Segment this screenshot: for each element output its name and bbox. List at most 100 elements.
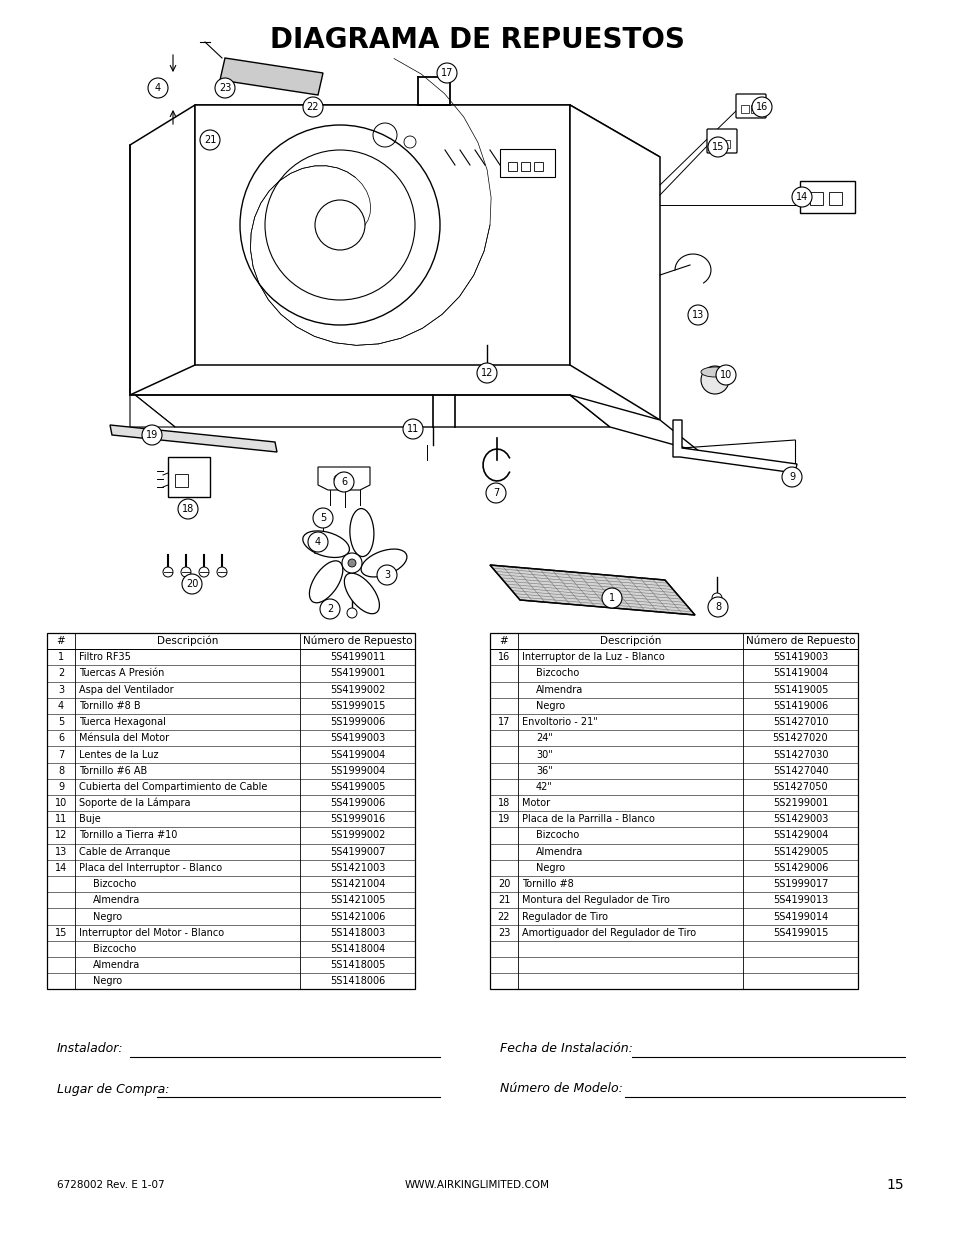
Text: Descripción: Descripción [599,636,660,646]
Text: 24": 24" [536,734,553,743]
Ellipse shape [700,367,728,377]
Text: Tornillo a Tierra #10: Tornillo a Tierra #10 [79,830,177,841]
Circle shape [163,567,172,577]
Text: 7: 7 [493,488,498,498]
Text: 5S1429003: 5S1429003 [772,814,827,824]
Text: 5S1999017: 5S1999017 [772,879,827,889]
Text: 16: 16 [497,652,510,662]
Text: 6728002 Rev. E 1-07: 6728002 Rev. E 1-07 [57,1179,165,1191]
Ellipse shape [360,550,407,577]
Text: #: # [56,636,66,646]
Text: 5S4199006: 5S4199006 [330,798,385,808]
Ellipse shape [309,561,342,603]
Circle shape [200,130,220,149]
Text: 13: 13 [55,847,67,857]
Text: Placa del Interruptor - Blanco: Placa del Interruptor - Blanco [79,863,222,873]
Text: 6: 6 [340,477,347,487]
Text: 22: 22 [307,103,319,112]
Circle shape [707,137,727,157]
Text: 12: 12 [54,830,67,841]
Text: 7: 7 [58,750,64,760]
Polygon shape [130,105,194,395]
Text: Almendra: Almendra [92,960,140,971]
Text: 23: 23 [218,83,231,93]
Bar [534,162,542,170]
Text: Tornillo #8: Tornillo #8 [521,879,573,889]
Circle shape [142,425,162,445]
Bar [499,149,555,177]
Text: Lentes de la Luz: Lentes de la Luz [79,750,158,760]
Text: 21: 21 [497,895,510,905]
Circle shape [313,508,333,529]
Circle shape [485,483,505,503]
Bar [47,634,415,989]
Text: 5S1419006: 5S1419006 [772,701,827,711]
Text: 9: 9 [58,782,64,792]
Text: 23: 23 [497,927,510,937]
Bar [721,140,729,148]
Text: DIAGRAMA DE REPUESTOS: DIAGRAMA DE REPUESTOS [270,26,683,54]
Polygon shape [317,467,370,490]
Text: 18: 18 [182,504,193,514]
Circle shape [402,419,422,438]
Text: Interruptor de la Luz - Blanco: Interruptor de la Luz - Blanco [521,652,664,662]
Text: 14: 14 [55,863,67,873]
Text: 5S4199001: 5S4199001 [330,668,385,678]
Text: 11: 11 [406,424,418,433]
Text: 5S1999006: 5S1999006 [330,718,385,727]
Text: 10: 10 [720,370,731,380]
Text: 5S1427010: 5S1427010 [772,718,827,727]
Text: 20: 20 [186,579,198,589]
Bar [800,182,854,212]
Bar [490,634,857,989]
Circle shape [334,472,354,492]
Text: 5S1999016: 5S1999016 [330,814,385,824]
Text: Cable de Arranque: Cable de Arranque [79,847,170,857]
Ellipse shape [350,509,374,557]
Circle shape [711,593,721,603]
Text: 5S4199014: 5S4199014 [772,911,827,921]
Text: 5S1419004: 5S1419004 [772,668,827,678]
Text: 6: 6 [58,734,64,743]
Polygon shape [110,425,276,452]
Text: 4: 4 [154,83,161,93]
Text: Negro: Negro [536,701,564,711]
Text: 5: 5 [319,513,326,522]
Text: 5S1429005: 5S1429005 [772,847,827,857]
Text: 3: 3 [58,684,64,695]
Text: Tuercas A Presión: Tuercas A Presión [79,668,164,678]
Text: 30": 30" [536,750,552,760]
Polygon shape [569,105,659,420]
Text: 5S1999015: 5S1999015 [330,701,385,711]
Bar [740,105,748,112]
Text: Soporte de la Lámpara: Soporte de la Lámpara [79,798,191,809]
Text: Regulador de Tiro: Regulador de Tiro [521,911,607,921]
Circle shape [182,574,202,594]
Text: Bizcocho: Bizcocho [536,668,578,678]
Text: Bizcocho: Bizcocho [536,830,578,841]
Text: 5S1421005: 5S1421005 [330,895,385,905]
Circle shape [178,499,198,519]
Text: 1: 1 [58,652,64,662]
Circle shape [751,98,771,117]
Text: 5S1421004: 5S1421004 [330,879,385,889]
Ellipse shape [344,573,379,614]
Text: Tuerca Hexagonal: Tuerca Hexagonal [79,718,166,727]
Circle shape [376,564,396,585]
Circle shape [341,553,361,573]
Text: Cubierta del Compartimiento de Cable: Cubierta del Compartimiento de Cable [79,782,267,792]
Text: 5S4199015: 5S4199015 [772,927,827,937]
Circle shape [308,532,328,552]
Text: 5S1999002: 5S1999002 [330,830,385,841]
Circle shape [791,186,811,207]
Text: 15: 15 [711,142,723,152]
Text: 36": 36" [536,766,552,776]
FancyBboxPatch shape [706,128,737,153]
Text: 5S2199001: 5S2199001 [772,798,827,808]
Text: 4: 4 [58,701,64,711]
Circle shape [199,567,209,577]
Text: 5S1418006: 5S1418006 [330,977,385,987]
Text: 10: 10 [55,798,67,808]
Text: Almendra: Almendra [536,684,582,695]
FancyBboxPatch shape [735,94,765,119]
